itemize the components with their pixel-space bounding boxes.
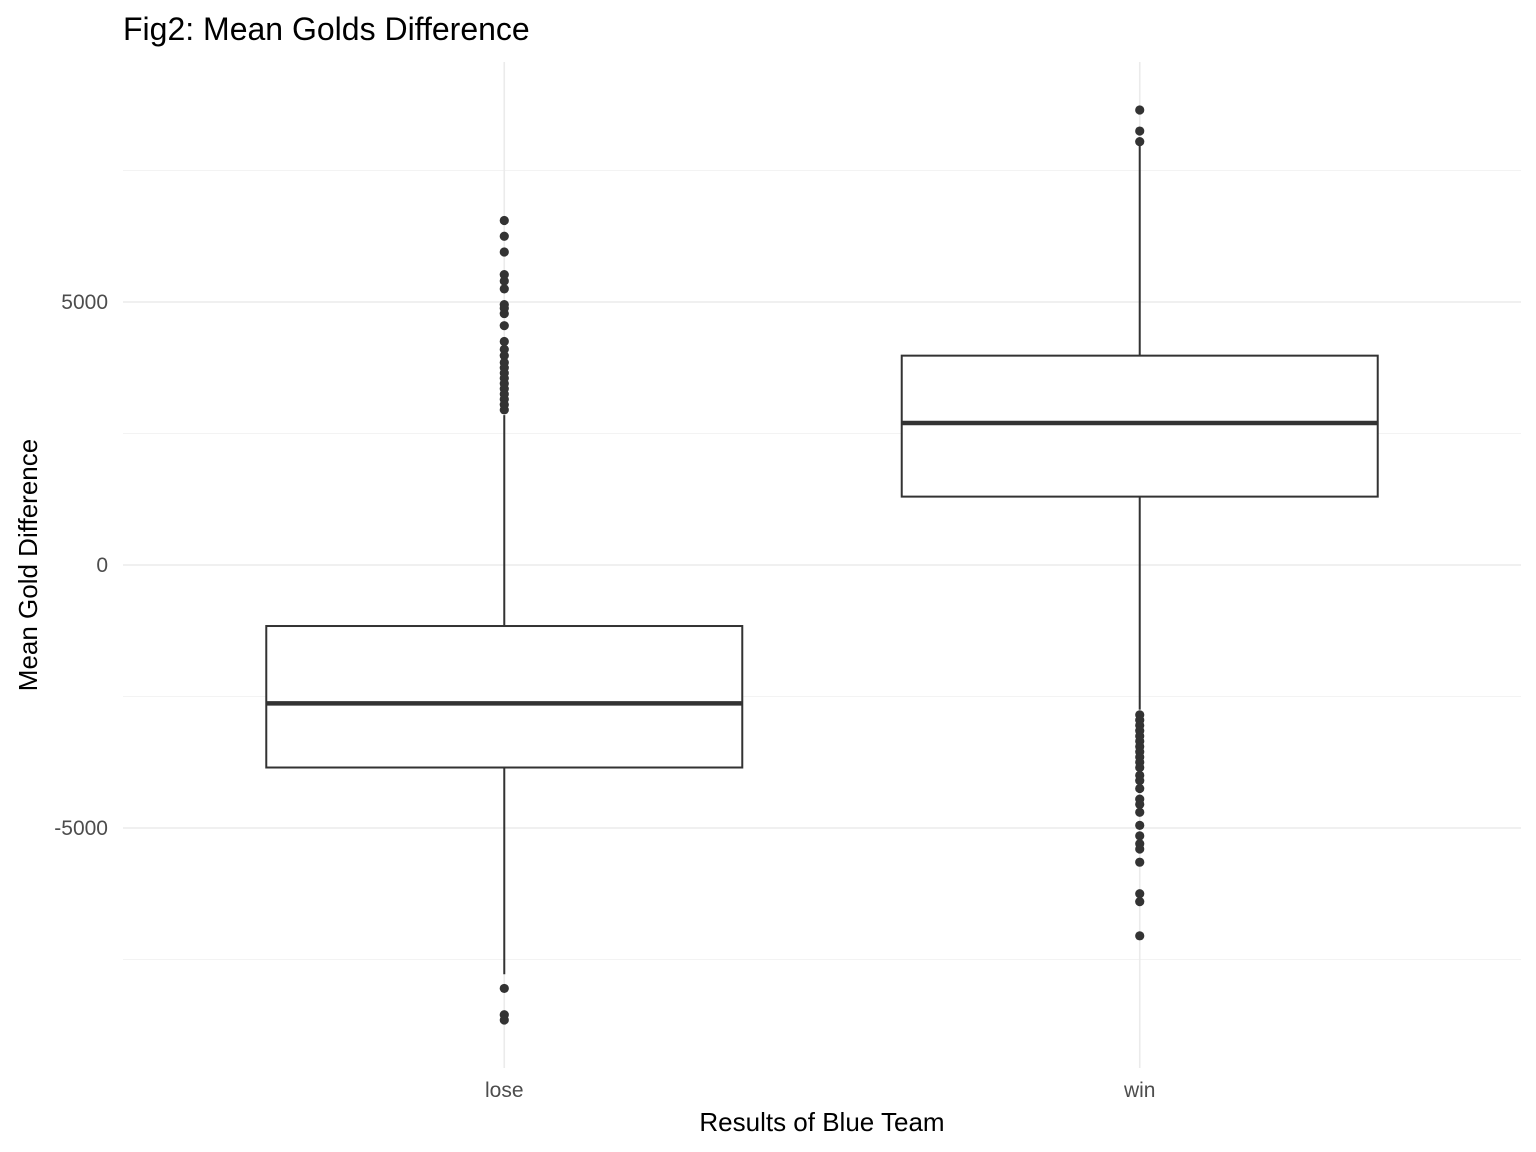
chart-title: Fig2: Mean Golds Difference <box>123 11 530 47</box>
box-win <box>900 105 1379 941</box>
outlier-point <box>499 321 509 331</box>
box-layer <box>265 105 1379 1025</box>
box-iqr <box>900 354 1379 498</box>
outlier-point <box>1135 783 1145 794</box>
outlier-point <box>1135 820 1145 830</box>
x-axis-ticks: lose win <box>485 1079 1155 1102</box>
outlier-point <box>499 351 509 361</box>
outlier-point <box>1135 897 1145 907</box>
box-lose <box>265 215 744 1025</box>
outlier-point <box>499 336 509 347</box>
outlier-point <box>499 344 509 354</box>
outlier-point <box>499 983 509 994</box>
x-axis-title: Results of Blue Team <box>699 1107 944 1137</box>
box-iqr <box>265 625 744 769</box>
outlier-point <box>1135 762 1145 773</box>
outlier-point <box>1135 105 1145 115</box>
outlier-point <box>1135 831 1145 841</box>
outlier-point <box>499 215 509 226</box>
x-tick-label-win: win <box>1123 1079 1156 1102</box>
outlier-point <box>499 247 509 257</box>
outlier-point <box>1135 136 1145 147</box>
outlier-point <box>1135 807 1145 817</box>
outlier-point <box>1135 857 1145 867</box>
grid-lines <box>123 62 1521 1068</box>
outlier-point <box>1135 889 1145 899</box>
outlier-point <box>1135 844 1145 854</box>
outlier-point <box>499 276 509 286</box>
outlier-point <box>1135 931 1145 941</box>
outlier-point <box>1135 776 1145 786</box>
outlier-point <box>1135 799 1145 809</box>
outlier-point <box>499 1015 509 1025</box>
y-tick-label: -5000 <box>54 817 108 840</box>
outlier-point <box>499 231 509 241</box>
y-tick-label: 0 <box>96 554 108 577</box>
outlier-point <box>499 405 509 415</box>
outlier-point <box>1135 126 1145 136</box>
outlier-point <box>499 270 509 280</box>
y-axis-title: Mean Gold Difference <box>13 439 43 691</box>
x-tick-label-lose: lose <box>485 1079 524 1102</box>
y-tick-label: 5000 <box>61 291 108 314</box>
outlier-point <box>499 284 509 294</box>
outlier-point <box>499 308 509 319</box>
y-axis-ticks: -5000 0 5000 <box>54 291 108 840</box>
